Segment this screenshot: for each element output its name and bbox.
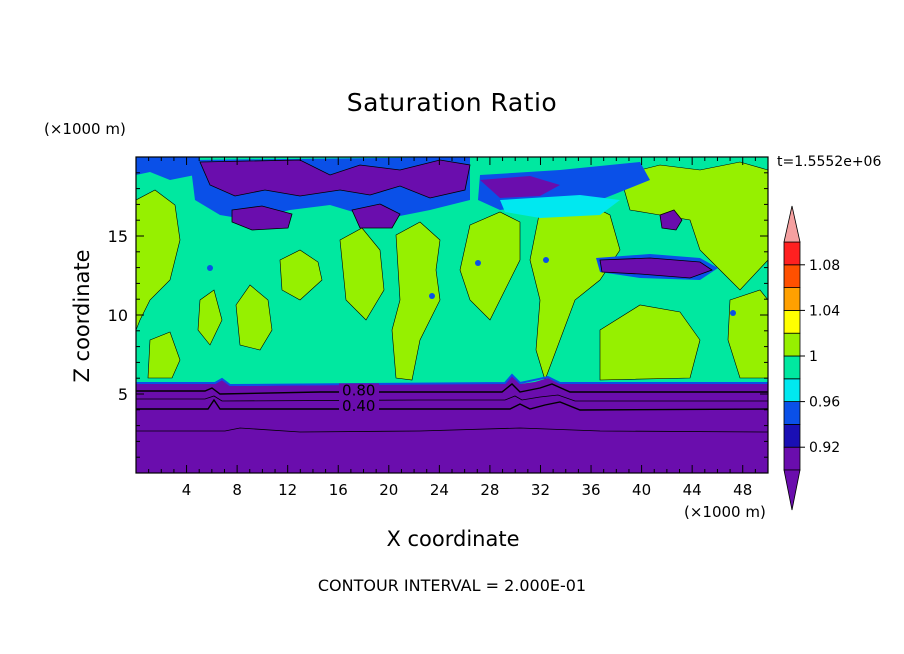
x-axis-unit: (×1000 m) — [684, 503, 766, 521]
x-tick-label: 12 — [278, 481, 297, 499]
x-tick-label: 8 — [232, 481, 242, 499]
dry-cell — [475, 260, 481, 266]
colorbar-under-triangle — [783, 469, 801, 511]
colorbar-over-triangle — [783, 205, 801, 243]
colorbar-tick-label: 0.92 — [809, 440, 840, 456]
dry-layer — [199, 159, 471, 199]
colorbar-bin — [783, 401, 801, 425]
colorbar-bin — [783, 378, 801, 402]
contour-interval-label: CONTOUR INTERVAL = 2.000E-01 — [317, 576, 587, 595]
x-tick-label: 20 — [379, 481, 398, 499]
dry-layer — [599, 257, 713, 279]
dry-cell — [207, 265, 213, 271]
colorbar-tick-label: 1.04 — [809, 303, 840, 319]
contour-0.80 — [136, 383, 768, 395]
dry-layer — [659, 209, 683, 231]
x-tick-label: 28 — [480, 481, 499, 499]
colorbar-bin — [783, 446, 801, 471]
y-tick-label: 5 — [118, 385, 128, 404]
contour-label: 0.40 — [342, 397, 375, 415]
surface-edge — [136, 373, 768, 387]
x-tick-label: 44 — [683, 481, 702, 499]
moist-patch — [459, 211, 521, 321]
x-tick-label: 36 — [581, 481, 600, 499]
dry-cell — [543, 257, 549, 263]
dry-cell — [730, 310, 736, 316]
surface-dry-layer — [136, 376, 768, 473]
contour-label-bg — [339, 399, 380, 413]
moist-patch — [529, 199, 621, 381]
chart-title: Saturation Ratio — [346, 88, 558, 117]
moist-patch — [147, 331, 181, 379]
x-tick-label: 48 — [733, 481, 752, 499]
moist-patch — [136, 189, 181, 331]
colorbar-bin — [783, 355, 801, 380]
colorbar-bin — [783, 332, 801, 357]
colorbar-tick-label: 1 — [809, 349, 818, 365]
colorbar-bin — [783, 309, 801, 334]
x-axis-label: X coordinate — [386, 527, 520, 551]
colorbar-bin — [783, 264, 801, 288]
moist-patch — [197, 289, 223, 346]
colorbar-bin — [783, 241, 801, 266]
y-tick-label: 15 — [108, 227, 128, 246]
y-tick-label: 10 — [108, 306, 128, 325]
contour-0.20 — [136, 427, 768, 433]
dry-layer — [500, 195, 620, 218]
contour-label-bg — [339, 383, 380, 397]
x-tick-label: 32 — [531, 481, 550, 499]
time-label: t=1.5552e+06 — [777, 154, 882, 170]
colorbar-bin — [783, 287, 801, 311]
contour-0.40 — [136, 398, 768, 411]
y-axis-unit: (×1000 m) — [44, 120, 126, 138]
dry-layer — [231, 205, 293, 231]
colorbar-tick-label: 0.96 — [809, 395, 840, 411]
heatmap-field — [136, 157, 768, 473]
moist-patch — [599, 304, 701, 381]
x-tick-label: 4 — [182, 481, 192, 499]
x-tick-label: 24 — [430, 481, 449, 499]
colorbar-bin — [783, 423, 801, 448]
moist-patch — [235, 284, 273, 351]
dry-layer — [136, 157, 200, 180]
dry-cell — [429, 293, 435, 299]
dry-layer — [480, 176, 560, 198]
moist-patch — [279, 249, 323, 301]
colorbar: 0.92 0.96 1 1.04 1.08 — [783, 205, 840, 511]
colorbar-tick-label: 1.08 — [809, 258, 840, 274]
dry-layer — [478, 162, 650, 210]
contour-label: 0.80 — [342, 381, 375, 399]
dry-layer — [351, 203, 401, 229]
contour-0.60 — [136, 394, 768, 402]
moist-patch — [727, 289, 768, 379]
x-tick-label: 40 — [632, 481, 651, 499]
moist-patch — [391, 221, 441, 381]
x-tick-label: 16 — [329, 481, 348, 499]
